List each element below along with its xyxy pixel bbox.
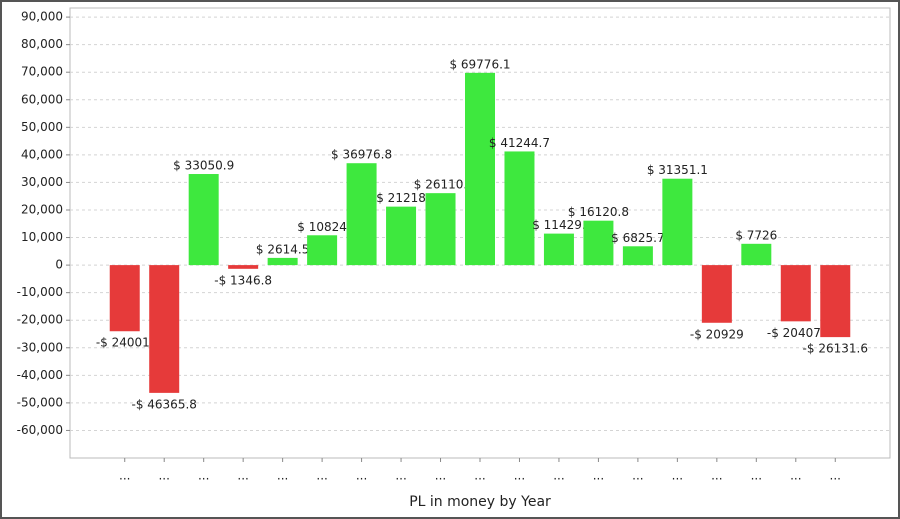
x-tick-label: ... [751,469,762,483]
x-tick-label: ... [632,469,643,483]
x-tick-label: ... [553,469,564,483]
data-label: $ 36976.8 [331,148,392,162]
bar [543,233,574,266]
data-label: -$ 24001. [96,336,154,350]
bar [149,265,180,393]
x-tick-label: ... [711,469,722,483]
y-tick-label: 10,000 [21,230,63,244]
y-tick-label: 80,000 [21,37,63,51]
x-tick-label: ... [593,469,604,483]
x-tick-label: ... [672,469,683,483]
bar [425,193,456,266]
x-tick-label: ... [277,469,288,483]
x-tick-label: ... [198,469,209,483]
y-tick-label: 0 [55,258,63,272]
data-label: -$ 46365.8 [132,397,197,411]
x-tick-label: ... [395,469,406,483]
data-label: -$ 20407. [767,326,825,340]
y-tick-label: 30,000 [21,175,63,189]
data-label: -$ 1346.8 [214,273,272,287]
data-label: $ 2614.5 [256,242,309,256]
y-tick-label: 50,000 [21,120,63,134]
bar [188,174,219,266]
y-tick-label: 40,000 [21,147,63,161]
data-label: $ 33050.9 [173,159,234,173]
data-label: $ 41244.7 [489,136,550,150]
data-label: -$ 20929 [690,327,744,341]
bar [228,265,259,269]
bar [386,206,417,266]
x-axis-label: PL in money by Year [409,494,551,510]
bar [622,246,653,266]
bar [504,151,535,266]
y-tick-label: -30,000 [17,340,63,354]
data-label: $ 6825.7 [611,231,664,245]
x-tick-label: ... [237,469,248,483]
x-tick-label: ... [119,469,130,483]
y-tick-label: -60,000 [17,423,63,437]
x-tick-label: ... [435,469,446,483]
bar [820,265,851,338]
data-label: $ 69776.1 [449,57,510,71]
data-label: $ 11429. [532,218,585,232]
x-tick-label: ... [830,469,841,483]
x-tick-label: ... [356,469,367,483]
bar [701,265,732,323]
bar [307,235,338,266]
data-label: -$ 26131.6 [803,342,868,356]
bar [267,257,298,266]
data-label: $ 10824 [297,220,347,234]
x-tick-label: ... [316,469,327,483]
y-tick-label: -40,000 [17,368,63,382]
bar [583,220,614,266]
data-label: $ 26110. [414,178,467,192]
y-tick-label: 90,000 [21,10,63,24]
data-label: $ 21218 [376,191,426,205]
data-label: $ 31351.1 [647,163,708,177]
bar [741,243,772,266]
x-tick-label: ... [158,469,169,483]
y-tick-label: 20,000 [21,202,63,216]
y-tick-label: 60,000 [21,92,63,106]
y-tick-label: -20,000 [17,313,63,327]
bar [662,178,693,266]
x-tick-label: ... [790,469,801,483]
y-tick-label: 70,000 [21,65,63,79]
x-tick-label: ... [474,469,485,483]
bar [109,265,140,332]
data-label: $ 7726 [735,228,777,242]
y-tick-label: -50,000 [17,395,63,409]
x-tick-label: ... [514,469,525,483]
data-label: $ 16120.8 [568,205,629,219]
bar [780,265,811,322]
y-tick-label: -10,000 [17,285,63,299]
bar [346,163,377,266]
bar [465,72,495,266]
